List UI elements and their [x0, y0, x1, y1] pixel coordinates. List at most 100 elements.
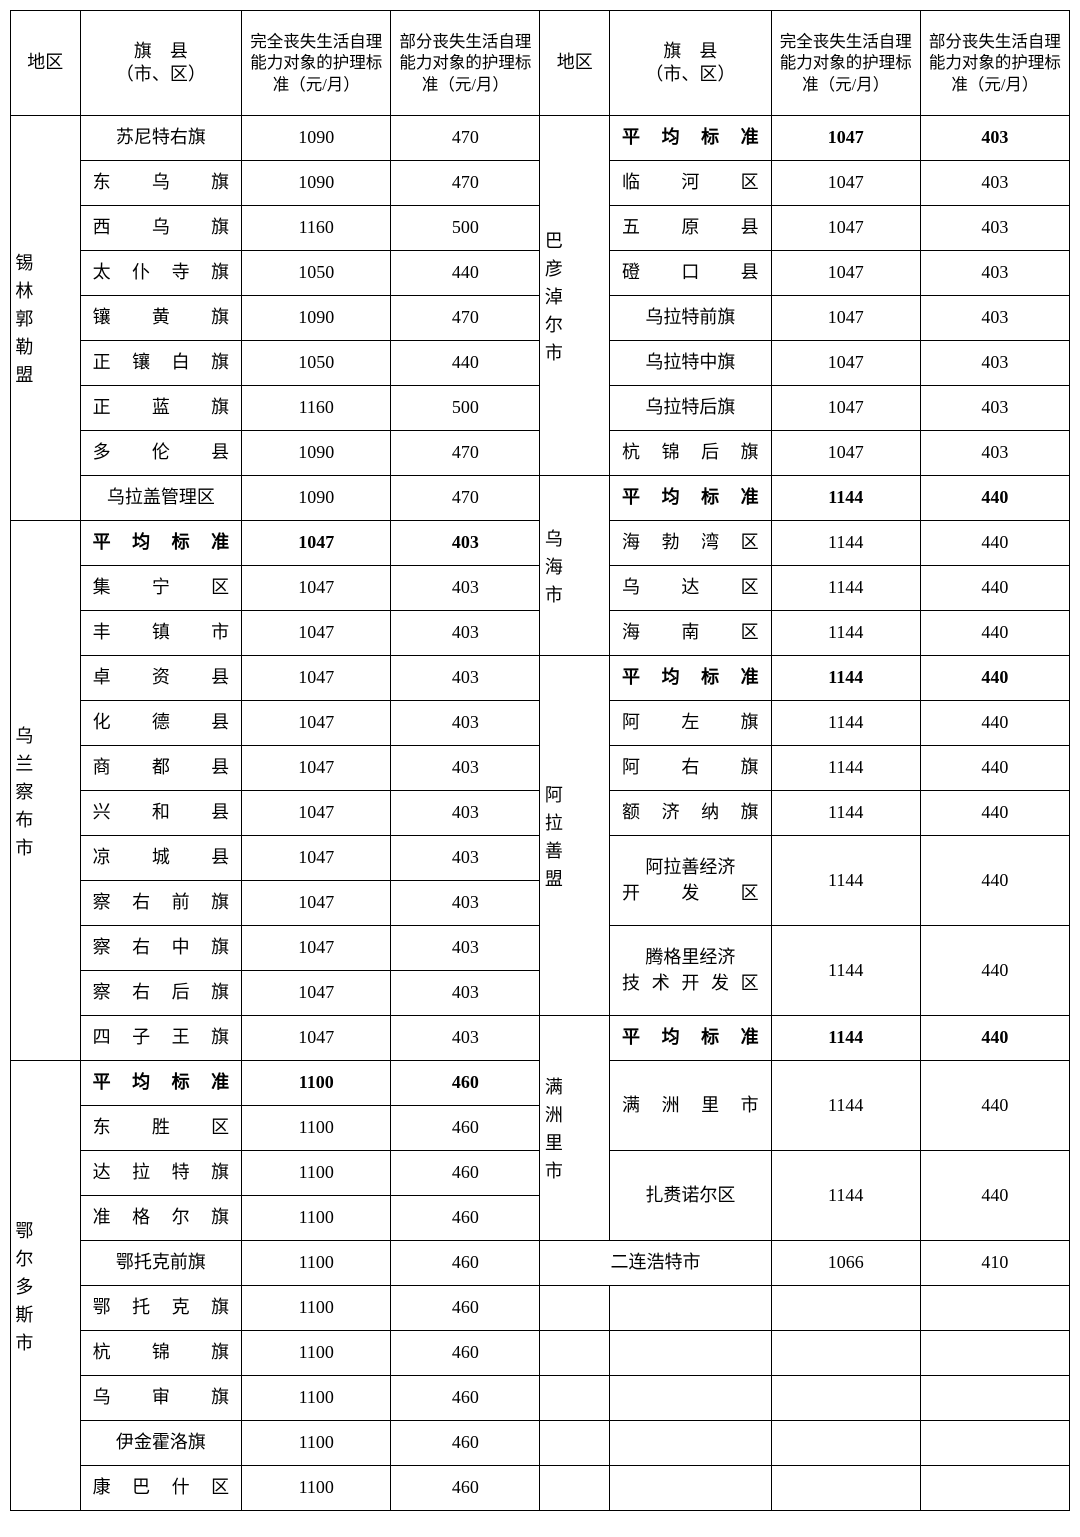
partial-value: 470	[391, 431, 540, 476]
blank-full	[771, 1376, 920, 1421]
full-value: 1090	[242, 161, 391, 206]
county-cell: 临河区	[610, 161, 772, 206]
blank-partial	[920, 1286, 1069, 1331]
partial-value: 403	[391, 656, 540, 701]
full-value: 1100	[242, 1466, 391, 1511]
full-value: 1047	[771, 386, 920, 431]
full-value: 1100	[242, 1061, 391, 1106]
partial-value: 500	[391, 206, 540, 251]
full-value: 1047	[771, 116, 920, 161]
full-value: 1100	[242, 1421, 391, 1466]
partial-value: 440	[920, 1016, 1069, 1061]
partial-value: 460	[391, 1151, 540, 1196]
county-cell: 乌达区	[610, 566, 772, 611]
partial-value: 460	[391, 1196, 540, 1241]
county-cell: 平均标准	[610, 1016, 772, 1061]
county-cell: 集宁区	[80, 566, 242, 611]
partial-value: 440	[920, 926, 1069, 1016]
full-value: 1100	[242, 1196, 391, 1241]
hdr-full-2: 完全丧失生活自理能力对象的护理标准（元/月）	[771, 11, 920, 116]
county-cell: 太仆寺旗	[80, 251, 242, 296]
partial-value: 403	[391, 521, 540, 566]
hdr-county-2: 旗 县 （市、区）	[610, 11, 772, 116]
hdr-region-2: 地区	[540, 11, 610, 116]
blank-region	[540, 1376, 610, 1421]
standards-table: 地区 旗 县 （市、区） 完全丧失生活自理能力对象的护理标准（元/月） 部分丧失…	[10, 10, 1070, 1511]
county-cell: 卓资县	[80, 656, 242, 701]
full-value: 1047	[242, 566, 391, 611]
partial-value: 403	[920, 386, 1069, 431]
county-cell: 腾格里经济技术开发区	[610, 926, 772, 1016]
county-cell: 察右前旗	[80, 881, 242, 926]
full-value: 1047	[242, 521, 391, 566]
partial-value: 440	[920, 1151, 1069, 1241]
blank-full	[771, 1466, 920, 1511]
blank-partial	[920, 1421, 1069, 1466]
full-value: 1047	[242, 701, 391, 746]
region-cell-ordos: 鄂尔多斯市	[11, 1061, 81, 1511]
full-value: 1100	[242, 1331, 391, 1376]
partial-value: 403	[391, 926, 540, 971]
full-value: 1066	[771, 1241, 920, 1286]
blank-full	[771, 1421, 920, 1466]
full-value: 1047	[242, 926, 391, 971]
blank-county	[610, 1331, 772, 1376]
full-value: 1144	[771, 1016, 920, 1061]
region-cell-wuhai: 乌海市	[540, 476, 610, 656]
hdr-partial-1: 部分丧失生活自理能力对象的护理标准（元/月）	[391, 11, 540, 116]
partial-value: 403	[391, 836, 540, 881]
full-value: 1100	[242, 1241, 391, 1286]
partial-value: 403	[391, 701, 540, 746]
county-cell: 正蓝旗	[80, 386, 242, 431]
full-value: 1047	[242, 1016, 391, 1061]
blank-region	[540, 1331, 610, 1376]
county-cell: 镶黄旗	[80, 296, 242, 341]
full-value: 1144	[771, 791, 920, 836]
county-cell: 杭锦后旗	[610, 431, 772, 476]
blank-region	[540, 1466, 610, 1511]
full-value: 1144	[771, 926, 920, 1016]
table-row: 乌拉盖管理区1090470乌海市平均标准1144440	[11, 476, 1070, 521]
full-value: 1144	[771, 1061, 920, 1151]
county-cell: 多伦县	[80, 431, 242, 476]
county-cell: 海南区	[610, 611, 772, 656]
full-value: 1090	[242, 116, 391, 161]
county-cell: 察右后旗	[80, 971, 242, 1016]
county-cell: 化德县	[80, 701, 242, 746]
partial-value: 440	[920, 656, 1069, 701]
partial-value: 460	[391, 1376, 540, 1421]
partial-value: 403	[920, 251, 1069, 296]
table-row: 锡林郭勒盟苏尼特右旗1090470巴彦淖尔市平均标准1047403	[11, 116, 1070, 161]
full-value: 1047	[242, 746, 391, 791]
partial-value: 403	[391, 746, 540, 791]
partial-value: 440	[920, 701, 1069, 746]
full-value: 1047	[771, 251, 920, 296]
county-cell: 四子王旗	[80, 1016, 242, 1061]
hdr-partial-2: 部分丧失生活自理能力对象的护理标准（元/月）	[920, 11, 1069, 116]
county-cell: 兴和县	[80, 791, 242, 836]
full-value: 1144	[771, 836, 920, 926]
partial-value: 403	[391, 881, 540, 926]
partial-value: 460	[391, 1331, 540, 1376]
partial-value: 470	[391, 476, 540, 521]
full-value: 1047	[242, 971, 391, 1016]
county-cell: 五原县	[610, 206, 772, 251]
county-cell: 东胜区	[80, 1106, 242, 1151]
county-cell: 平均标准	[610, 476, 772, 521]
table-row: 杭锦旗1100460	[11, 1331, 1070, 1376]
blank-county	[610, 1466, 772, 1511]
partial-value: 403	[920, 161, 1069, 206]
table-row: 伊金霍洛旗1100460	[11, 1421, 1070, 1466]
region-cell-erlianhot: 二连浩特市	[540, 1241, 771, 1286]
partial-value: 403	[391, 611, 540, 656]
blank-county	[610, 1376, 772, 1421]
blank-full	[771, 1286, 920, 1331]
hdr-county-1: 旗 县 （市、区）	[80, 11, 242, 116]
partial-value: 403	[391, 566, 540, 611]
county-cell: 阿拉善经济开 发 区	[610, 836, 772, 926]
partial-value: 440	[920, 566, 1069, 611]
county-cell: 海勃湾区	[610, 521, 772, 566]
partial-value: 440	[920, 791, 1069, 836]
full-value: 1144	[771, 701, 920, 746]
full-value: 1047	[771, 206, 920, 251]
